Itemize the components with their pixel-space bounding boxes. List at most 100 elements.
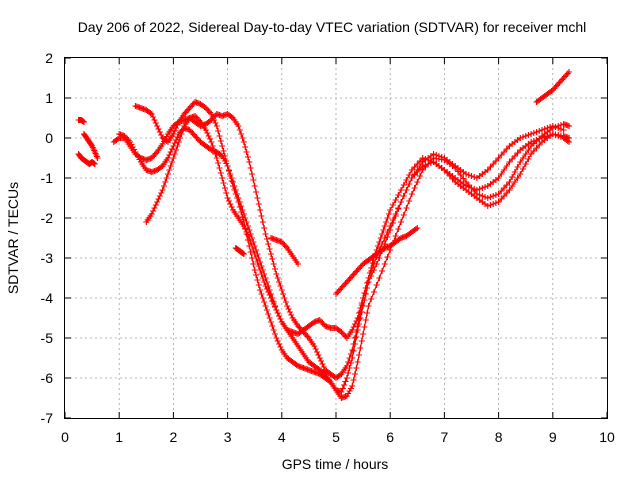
data-point [411,185,418,191]
data-point [217,170,224,176]
data-point [356,352,363,358]
data-point [156,129,163,135]
data-point [506,159,513,165]
data-point [364,310,371,316]
data-point [250,261,257,267]
data-point [286,309,293,315]
data-point [267,319,274,325]
data-point [246,227,253,233]
data-point [236,127,243,133]
series-3 [75,151,98,167]
data-point [370,261,377,267]
data-point [342,378,349,385]
x-tick-label: 8 [495,429,503,445]
y-axis-label: SDTVAR / TECUs [5,182,21,294]
data-point [468,173,475,179]
data-point [154,123,161,129]
data-point [365,275,372,281]
data-point [406,198,413,204]
data-point [525,156,532,162]
data-point [528,151,535,157]
data-point [148,111,155,117]
data-point [208,111,215,117]
data-point [381,223,388,229]
data-point [376,275,383,281]
y-tick-label: 1 [45,90,53,106]
data-point [270,327,277,333]
data-point [564,138,571,144]
data-point [350,377,357,383]
data-point [414,225,421,231]
data-point [259,267,266,273]
data-point [156,193,163,199]
data-point [247,165,254,171]
series-1 [75,117,87,125]
data-point [484,195,491,201]
data-point [498,188,505,194]
data-point [398,199,405,205]
data-point [379,231,386,237]
data-point [495,175,502,181]
y-tick-label: -5 [41,330,54,346]
data-point [262,303,269,309]
data-point [155,196,162,202]
data-point [282,299,289,305]
data-point [253,247,260,253]
data-point [498,171,505,177]
data-point [250,239,257,245]
data-point [223,190,230,196]
data-point [262,275,269,281]
data-point [351,371,358,377]
data-point [419,163,426,169]
data-point [403,205,410,211]
data-point [216,165,223,171]
data-point [270,261,277,267]
data-point [408,191,415,197]
data-point [228,204,235,210]
data-point [452,165,459,171]
data-point [178,131,185,137]
data-point [239,135,246,141]
data-point [530,130,537,136]
data-point [240,251,247,257]
data-point [169,146,176,152]
data-point [339,385,346,392]
x-tick-label: 9 [549,429,557,445]
x-tick-label: 2 [170,429,178,445]
data-point [484,203,491,209]
data-point [234,191,241,197]
data-point [557,134,564,140]
data-point [255,282,262,288]
data-point [238,131,245,137]
data-point [91,161,98,167]
data-point [148,211,155,217]
data-point [318,358,325,364]
data-point [243,219,250,225]
y-tick-label: 0 [45,130,53,146]
series-track [135,101,564,393]
data-point [522,133,529,139]
data-point [368,268,375,274]
x-axis-label: GPS time / hours [282,456,389,472]
data-point [414,179,421,185]
data-point [337,372,344,378]
data-point [395,226,402,232]
y-tick-label: 2 [45,50,53,66]
data-point [490,201,497,207]
data-point [255,201,262,207]
data-point [343,363,350,369]
data-point [566,69,573,75]
data-point [501,167,508,173]
data-point [244,237,251,243]
data-point [487,202,494,208]
data-point [151,205,158,211]
data-point [511,169,518,175]
data-point [422,162,429,168]
data-point [349,327,356,333]
data-point [549,131,556,137]
data-point [522,161,529,167]
data-point [392,233,399,239]
data-point [519,134,526,140]
data-point [247,249,254,255]
